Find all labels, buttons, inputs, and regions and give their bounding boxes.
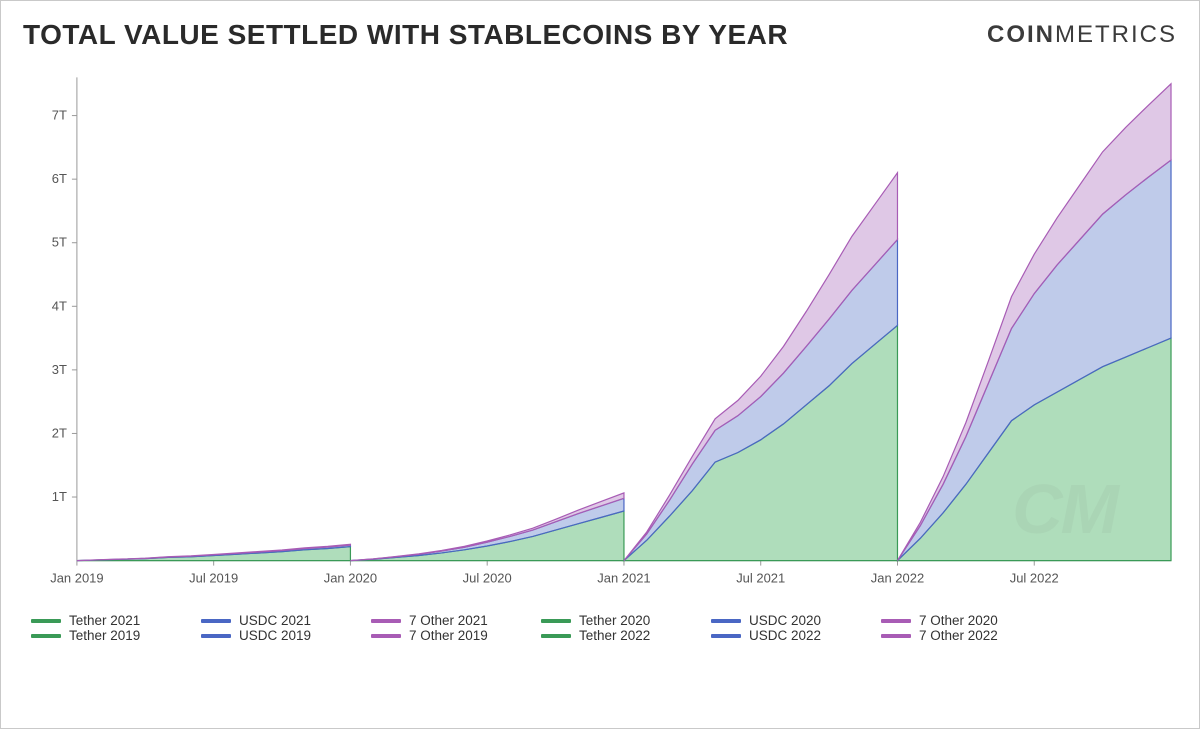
x-tick-label: Jan 2019 [50, 571, 103, 586]
legend-item[interactable]: Tether 2020 [541, 613, 671, 628]
legend-item[interactable]: USDC 2019 [201, 628, 331, 643]
legend-item[interactable]: USDC 2022 [711, 628, 841, 643]
x-tick-label: Jan 2020 [324, 571, 377, 586]
x-tick-label: Jul 2021 [736, 571, 785, 586]
x-tick-label: Jul 2022 [1010, 571, 1059, 586]
legend-swatch [541, 634, 571, 638]
chart-card: TOTAL VALUE SETTLED WITH STABLECOINS BY … [0, 0, 1200, 729]
legend-item[interactable]: Tether 2019 [31, 628, 161, 643]
header: TOTAL VALUE SETTLED WITH STABLECOINS BY … [23, 19, 1177, 51]
legend-item[interactable]: 7 Other 2020 [881, 613, 1011, 628]
y-tick-label: 6T [52, 171, 67, 186]
chart-area: 1T 2T 3T 4T 5T 6T 7T Jan 2019 Jul 2019 Jan 2020 Ju… [23, 59, 1177, 597]
legend-label: 7 Other 2022 [919, 628, 998, 643]
legend-swatch [881, 634, 911, 638]
chart-title: TOTAL VALUE SETTLED WITH STABLECOINS BY … [23, 19, 788, 51]
legend-swatch [201, 619, 231, 623]
y-tick-label: 4T [52, 298, 67, 313]
area-tether-2021 [624, 325, 898, 560]
legend-swatch [711, 619, 741, 623]
legend-swatch [881, 619, 911, 623]
x-tick-label: Jul 2020 [463, 571, 512, 586]
legend-label: Tether 2020 [579, 613, 650, 628]
legend-label: Tether 2022 [579, 628, 650, 643]
y-tick-label: 1T [52, 489, 67, 504]
brand-bold: COIN [987, 21, 1055, 48]
legend-item[interactable]: Tether 2022 [541, 628, 671, 643]
legend-item[interactable]: 7 Other 2019 [371, 628, 501, 643]
legend-item[interactable]: USDC 2020 [711, 613, 841, 628]
legend-item[interactable]: 7 Other 2022 [881, 628, 1011, 643]
legend-label: Tether 2019 [69, 628, 140, 643]
x-tick-label: Jan 2022 [871, 571, 924, 586]
y-tick-label: 3T [52, 362, 67, 377]
legend-item[interactable]: 7 Other 2021 [371, 613, 501, 628]
legend-label: Tether 2021 [69, 613, 140, 628]
stacked-area-chart: 1T 2T 3T 4T 5T 6T 7T Jan 2019 Jul 2019 Jan 2020 Ju… [23, 59, 1177, 597]
legend-swatch [31, 634, 61, 638]
y-tick-label: 2T [52, 425, 67, 440]
brand-logo: COINMETRICS [987, 21, 1177, 49]
legend-label: 7 Other 2021 [409, 613, 488, 628]
y-tick-label: 7T [52, 108, 67, 123]
legend-label: USDC 2022 [749, 628, 821, 643]
brand-thin: METRICS [1055, 21, 1177, 48]
x-tick-label: Jan 2021 [597, 571, 650, 586]
legend: Tether 2021 USDC 2021 7 Other 2021 Tether 2… [23, 597, 1177, 649]
legend-label: USDC 2019 [239, 628, 311, 643]
legend-label: 7 Other 2020 [919, 613, 998, 628]
legend-swatch [541, 619, 571, 623]
legend-swatch [31, 619, 61, 623]
legend-label: USDC 2021 [239, 613, 311, 628]
legend-label: USDC 2020 [749, 613, 821, 628]
legend-swatch [371, 634, 401, 638]
legend-swatch [201, 634, 231, 638]
legend-swatch [711, 634, 741, 638]
legend-item[interactable]: USDC 2021 [201, 613, 331, 628]
x-tick-label: Jul 2019 [189, 571, 238, 586]
legend-swatch [371, 619, 401, 623]
y-tick-label: 5T [52, 235, 67, 250]
legend-item[interactable]: Tether 2021 [31, 613, 161, 628]
legend-label: 7 Other 2019 [409, 628, 488, 643]
